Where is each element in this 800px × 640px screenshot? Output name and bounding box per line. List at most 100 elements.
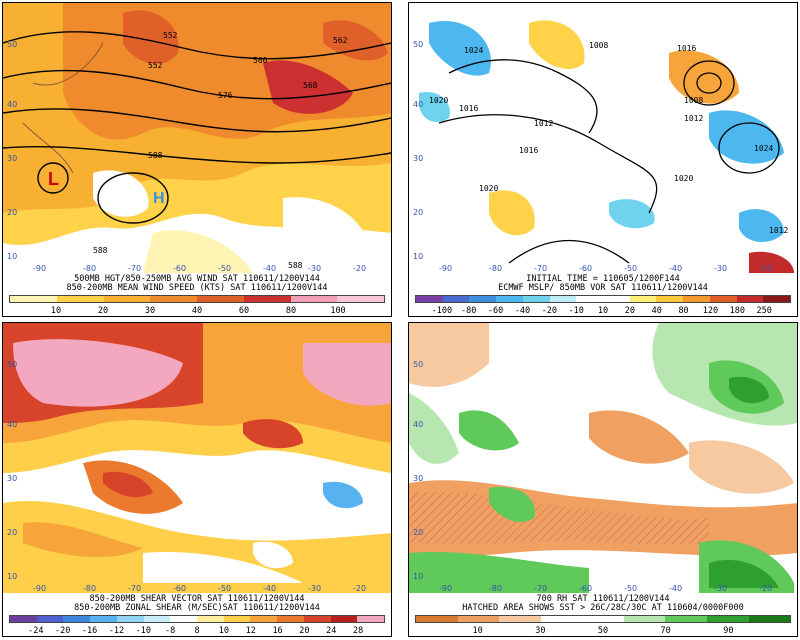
colorbar-swatch — [197, 616, 224, 622]
contour-label: 1024 — [464, 46, 483, 55]
lon-label: -40 — [669, 584, 682, 593]
colorbar-swatch — [337, 296, 384, 302]
lon-label: -70 — [128, 584, 141, 593]
lon-label: -50 — [624, 584, 637, 593]
colorbar-swatch — [629, 296, 657, 302]
colorbar-tick-label: 12 — [245, 626, 256, 636]
colorbar-swatch — [357, 616, 385, 622]
colorbar-ticks: 10 20 30 40 60 80 100 — [9, 306, 385, 316]
colorbar-tick-label: -20 — [541, 306, 557, 316]
lon-label: -20 — [353, 264, 366, 273]
contour-label: 588 — [148, 151, 163, 160]
contour-label: 1020 — [429, 96, 448, 105]
map-wind-500mb: 552 552 560 562 568 576 588 588 588 L H … — [3, 3, 391, 273]
lon-label: -60 — [579, 264, 592, 273]
colorbar-tick-label: 10 — [218, 626, 229, 636]
colorbar-tick-label: -40 — [514, 306, 531, 316]
lon-label: -40 — [263, 264, 276, 273]
lat-label: 20 — [413, 208, 423, 217]
colorbar-swatch — [103, 296, 151, 302]
caption-line-2: 850-200MB MEAN WIND SPEED (KTS) SAT 1106… — [66, 283, 328, 293]
lat-label: 10 — [413, 252, 423, 261]
colorbar-tick-label: -20 — [55, 626, 71, 636]
colorbar-tick-label: 10 — [597, 306, 609, 316]
colorbar-swatch — [330, 616, 358, 622]
lat-label: 30 — [7, 474, 17, 483]
caption-line-1: INITIAL TIME = 110605/1200F144 — [526, 274, 680, 284]
colorbar-tick-label: -10 — [568, 306, 584, 316]
colorbar-tick-label: 20 — [624, 306, 635, 316]
colorbar-tick-label: 10 — [50, 306, 62, 316]
panel-mslp-vorticity: 1024 1008 1016 1020 1016 1008 1012 1012 … — [408, 2, 798, 317]
contour-label: 1016 — [459, 104, 478, 113]
lon-label: -70 — [534, 584, 547, 593]
colorbar-tick-label: -100 — [431, 306, 453, 316]
colorbar-tick-label: 70 — [660, 626, 671, 636]
colorbar-swatch — [656, 296, 684, 302]
colorbar-swatch — [150, 296, 197, 302]
lon-label: -80 — [83, 264, 96, 273]
colorbar-tick-label: -8 — [165, 626, 176, 636]
colorbar-tick-label: 80 — [678, 306, 689, 316]
colorbar-tick-label: -60 — [487, 306, 504, 316]
contour-label: 1024 — [754, 144, 773, 153]
lon-label: -20 — [759, 584, 772, 593]
colorbar-tick-label: -24 — [28, 626, 44, 636]
colorbar-swatch — [665, 616, 707, 622]
lon-label: -50 — [624, 264, 637, 273]
lat-label: 50 — [7, 360, 17, 369]
lat-label: 50 — [413, 40, 423, 49]
lon-label: -60 — [173, 264, 186, 273]
lat-label: 40 — [7, 100, 17, 109]
panel-wind-500mb: 552 552 560 562 568 576 588 588 588 L H … — [2, 2, 392, 317]
contour-label: 576 — [218, 91, 233, 100]
colorbar-tick-label: 40 — [191, 306, 203, 316]
lat-label: 50 — [413, 360, 423, 369]
colorbar-swatch — [36, 616, 64, 622]
lat-label: 40 — [413, 420, 423, 429]
colorbar-swatch — [709, 296, 737, 302]
colorbar-tick-label: -10 — [135, 626, 151, 636]
colorbar-swatch — [499, 616, 541, 622]
colorbar-ticks: -24 -20 -16 -12 -10 -8 8 10 12 16 20 24 28 — [9, 626, 385, 636]
colorbar-ticks: -100 -80 -60 -40 -20 -10 10 20 40 80 120 180 250 — [415, 306, 791, 316]
lon-label: -70 — [534, 264, 547, 273]
lon-label: -20 — [353, 584, 366, 593]
colorbar-swatch — [277, 616, 304, 622]
lon-label: -30 — [714, 584, 727, 593]
panel-rh-sst: 50 40 30 20 10 -90 -80 -70 -60 -50 -40 -… — [408, 322, 798, 637]
colorbar-tick-label: 10 — [472, 626, 483, 636]
colorbar-swatch — [623, 616, 666, 622]
caption-line-2: 850-200MB ZONAL SHEAR (M/SEC)SAT 110611/… — [74, 603, 320, 613]
lon-label: -60 — [579, 584, 592, 593]
lat-label: 20 — [7, 528, 17, 537]
contour-label: 588 — [288, 261, 303, 270]
contour-label: 560 — [253, 56, 268, 65]
colorbar-swatch — [748, 616, 791, 622]
colorbar-tick-label: 8 — [194, 626, 200, 636]
colorbar-swatch — [63, 616, 91, 622]
lon-label: -90 — [33, 264, 46, 273]
colorbar-swatch — [457, 616, 500, 622]
colorbar-swatch — [469, 296, 497, 302]
lat-label: 20 — [413, 528, 423, 537]
high-pressure-symbol: H — [153, 190, 165, 207]
colorbar — [9, 295, 385, 303]
colorbar-tick-label: 100 — [330, 306, 346, 316]
lon-label: -60 — [173, 584, 186, 593]
lat-label: 50 — [7, 40, 17, 49]
contour-label: 1020 — [479, 184, 498, 193]
contour-label: 552 — [163, 31, 178, 40]
caption-line-1: 850-200MB SHEAR VECTOR SAT 110611/1200V1… — [89, 594, 305, 604]
lon-label: -80 — [83, 584, 96, 593]
colorbar-tick-label: 50 — [597, 626, 609, 636]
contour-label: 568 — [303, 81, 318, 90]
colorbar-swatch — [10, 616, 37, 622]
colorbar-swatch — [603, 296, 630, 302]
colorbar-tick-label: 30 — [535, 626, 546, 636]
colorbar-tick-label: 120 — [702, 306, 719, 316]
lat-label: 10 — [7, 252, 17, 261]
colorbar-tick-label: 28 — [353, 626, 364, 636]
colorbar-swatch — [56, 296, 104, 302]
colorbar-tick-label: 80 — [285, 306, 297, 316]
